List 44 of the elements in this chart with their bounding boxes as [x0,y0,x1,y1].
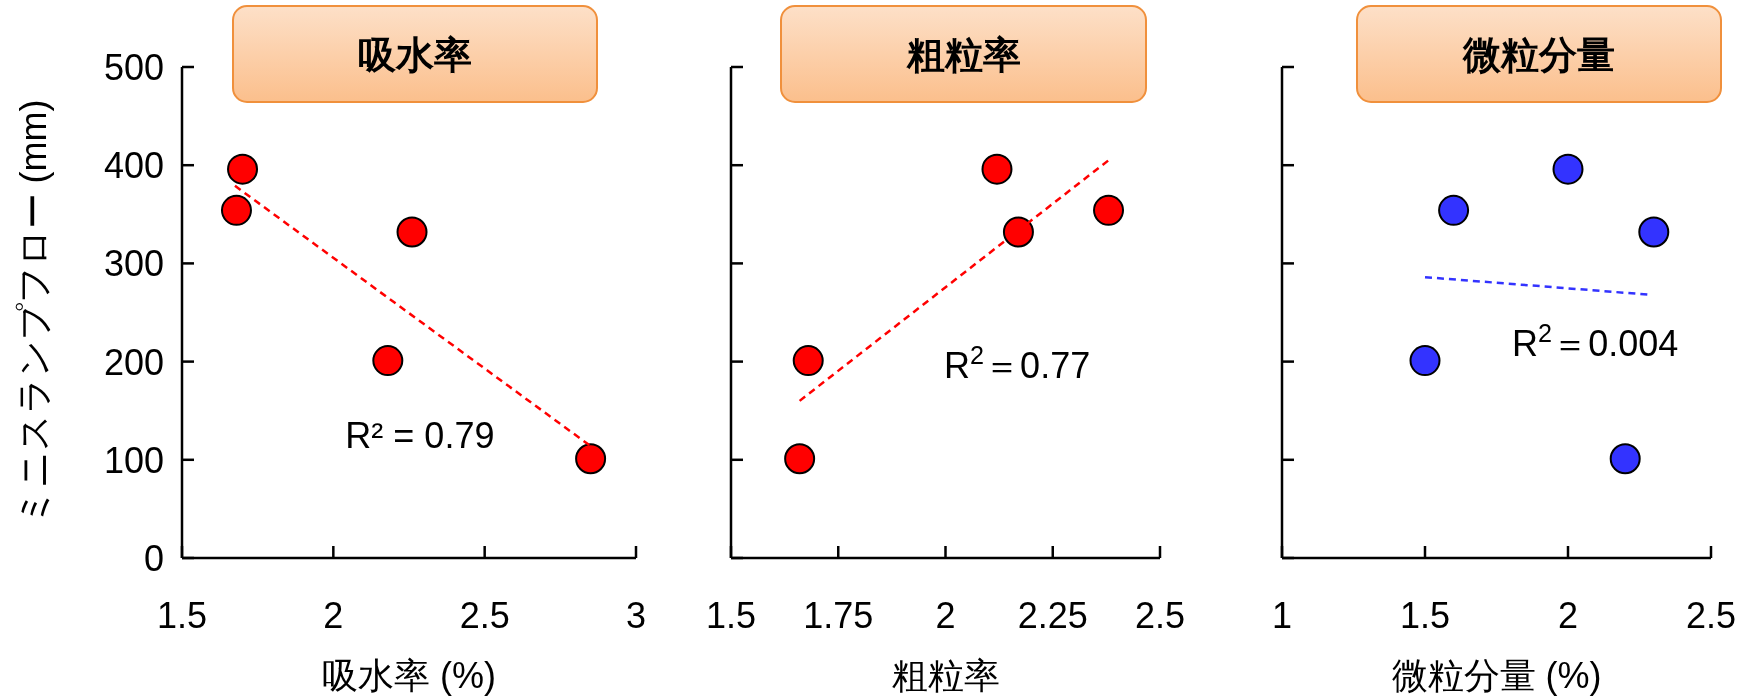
x-axis-title: 微粒分量 (%) [1391,655,1602,696]
y-tick-label: 100 [103,439,164,481]
x-tick-label: 2.5 [1685,595,1737,636]
annotation: R$^{2}$＝0.004 [1512,318,1679,364]
x-tick-label: 2.5 [459,595,510,636]
point [396,216,428,248]
point [1002,216,1034,248]
point [1409,345,1441,377]
chart-title: 微粒分量 [1462,34,1615,76]
x-tick-label: 1.5 [705,595,757,636]
point [227,153,259,185]
point [1552,153,1584,185]
x-tick-label: 1 [1271,595,1293,636]
x-tick-label: 2 [935,595,956,636]
point [1638,216,1670,248]
x-tick-label: 1.5 [156,595,208,636]
point [1609,443,1641,475]
y-tick-label: 500 [103,47,164,88]
point [1093,194,1125,226]
point [575,443,607,475]
x-tick-label: 2.25 [1017,595,1088,636]
x-axis-title: 粗粒率 [891,655,1000,696]
x-axis-title: 吸水率 (%) [322,655,496,696]
x-tick-label: 2.5 [1134,595,1186,636]
point [220,194,252,226]
x-tick-label: 3 [625,595,647,636]
y-tick-label: 400 [103,145,164,187]
y-tick-label: 0 [143,538,164,579]
chart-title: 吸水率 [358,34,472,76]
y-tick-label: 200 [103,341,164,383]
point [1438,194,1470,226]
x-tick-label: 2 [1557,595,1579,636]
point [372,345,404,377]
chart-title: 粗粒率 [905,34,1021,76]
annotation: R² = 0.79 [345,415,495,457]
point [784,443,816,475]
point [792,345,824,377]
y-axis-title: ミニスランプフロー (mm) [13,99,54,526]
y-tick-label: 300 [103,243,164,285]
x-tick-label: 1.75 [803,595,874,636]
x-tick-label: 2 [323,595,344,636]
annotation: R$^{2}$＝0.77 [944,341,1091,387]
point [981,153,1013,185]
x-tick-label: 1.5 [1399,595,1451,636]
